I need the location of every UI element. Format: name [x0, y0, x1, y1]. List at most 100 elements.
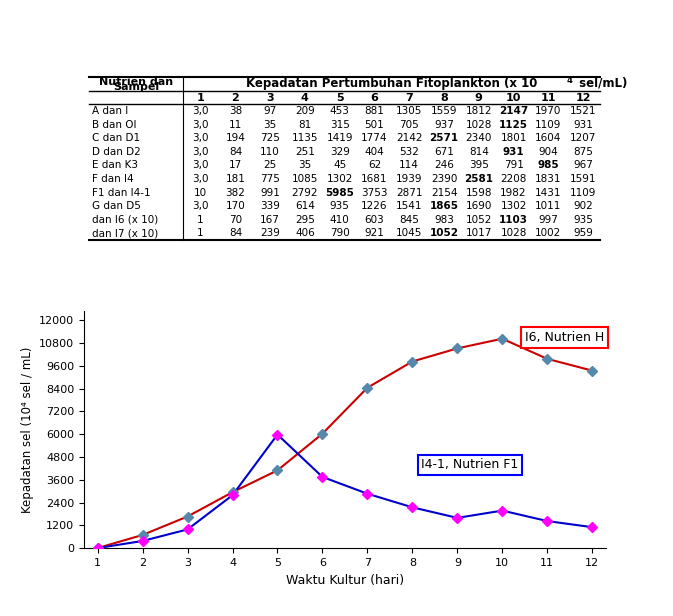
Text: 985: 985	[538, 161, 559, 171]
Text: 1052: 1052	[429, 229, 458, 238]
Text: 845: 845	[399, 215, 419, 225]
Text: 2871: 2871	[396, 188, 423, 198]
Text: 62: 62	[368, 161, 381, 171]
Text: 329: 329	[330, 147, 350, 157]
Text: 902: 902	[573, 201, 593, 211]
Text: 935: 935	[573, 215, 593, 225]
Text: 11: 11	[540, 92, 556, 103]
Text: 937: 937	[434, 120, 454, 130]
Text: 1052: 1052	[466, 215, 492, 225]
Text: 1028: 1028	[500, 229, 527, 238]
Text: 1135: 1135	[291, 133, 318, 144]
Text: 775: 775	[260, 174, 280, 184]
Text: 1302: 1302	[326, 174, 353, 184]
Text: 1681: 1681	[361, 174, 388, 184]
Text: 705: 705	[399, 120, 419, 130]
Text: 2792: 2792	[291, 188, 318, 198]
Text: 1045: 1045	[396, 229, 423, 238]
Text: 3,0: 3,0	[192, 133, 209, 144]
Text: 4: 4	[566, 76, 572, 85]
Text: 1774: 1774	[361, 133, 388, 144]
Text: 1812: 1812	[466, 106, 492, 116]
Text: 904: 904	[538, 147, 558, 157]
Text: 3,0: 3,0	[192, 174, 209, 184]
Text: 315: 315	[330, 120, 350, 130]
X-axis label: Waktu Kultur (hari): Waktu Kultur (hari)	[286, 573, 404, 586]
Text: 209: 209	[295, 106, 315, 116]
Text: 9: 9	[475, 92, 483, 103]
Text: 1103: 1103	[499, 215, 528, 225]
Text: 1011: 1011	[535, 201, 561, 211]
Text: 3,0: 3,0	[192, 201, 209, 211]
Text: 167: 167	[260, 215, 280, 225]
Text: 12: 12	[575, 92, 591, 103]
Text: 5: 5	[336, 92, 343, 103]
Text: 295: 295	[295, 215, 315, 225]
Text: D dan D2: D dan D2	[92, 147, 141, 157]
Text: F1 dan I4-1: F1 dan I4-1	[92, 188, 151, 198]
Text: 1521: 1521	[570, 106, 596, 116]
Text: 1207: 1207	[570, 133, 596, 144]
Text: A dan I: A dan I	[92, 106, 128, 116]
Text: 1559: 1559	[431, 106, 457, 116]
Text: 959: 959	[573, 229, 593, 238]
Text: 2390: 2390	[431, 174, 457, 184]
Text: 1431: 1431	[535, 188, 561, 198]
Text: 2571: 2571	[429, 133, 458, 144]
Text: 1109: 1109	[535, 120, 561, 130]
Text: 2208: 2208	[500, 174, 527, 184]
Text: 501: 501	[365, 120, 384, 130]
Text: 8: 8	[440, 92, 448, 103]
Text: 1690: 1690	[466, 201, 492, 211]
Text: 1302: 1302	[500, 201, 527, 211]
Text: 2340: 2340	[466, 133, 492, 144]
Text: 84: 84	[229, 229, 242, 238]
Text: 1541: 1541	[396, 201, 423, 211]
Text: 921: 921	[365, 229, 384, 238]
Text: 1591: 1591	[570, 174, 596, 184]
Text: 2142: 2142	[396, 133, 423, 144]
Text: 17: 17	[229, 161, 242, 171]
Text: 814: 814	[469, 147, 489, 157]
Text: 35: 35	[298, 161, 312, 171]
Text: 2147: 2147	[499, 106, 528, 116]
Text: 11: 11	[229, 120, 242, 130]
Text: 2154: 2154	[431, 188, 457, 198]
Text: 453: 453	[330, 106, 350, 116]
Text: I6, Nutrien H: I6, Nutrien H	[525, 331, 604, 344]
Text: 1: 1	[197, 92, 205, 103]
Text: F dan I4: F dan I4	[92, 174, 133, 184]
Text: 10: 10	[506, 92, 522, 103]
Text: dan I7 (x 10): dan I7 (x 10)	[92, 229, 158, 238]
Text: 997: 997	[538, 215, 559, 225]
Text: 991: 991	[260, 188, 280, 198]
Text: 935: 935	[330, 201, 350, 211]
Text: sel/mL): sel/mL)	[575, 77, 627, 90]
Text: 1017: 1017	[466, 229, 492, 238]
Text: 931: 931	[503, 147, 524, 157]
Y-axis label: Kepadatan sel (10⁴ sel / mL): Kepadatan sel (10⁴ sel / mL)	[21, 346, 34, 513]
Text: 614: 614	[295, 201, 315, 211]
Text: 931: 931	[573, 120, 593, 130]
Text: 2581: 2581	[464, 174, 493, 184]
Text: 790: 790	[330, 229, 349, 238]
Text: Nutrien dan: Nutrien dan	[99, 77, 174, 87]
Text: 1970: 1970	[535, 106, 561, 116]
Text: Sampel: Sampel	[113, 83, 160, 92]
Text: 1085: 1085	[291, 174, 318, 184]
Text: 2: 2	[232, 92, 240, 103]
Text: Kepadatan Pertumbuhan Fitoplankton (x 10: Kepadatan Pertumbuhan Fitoplankton (x 10	[246, 77, 538, 90]
Text: 35: 35	[264, 120, 277, 130]
Text: 339: 339	[260, 201, 280, 211]
Text: 725: 725	[260, 133, 280, 144]
Text: 3,0: 3,0	[192, 106, 209, 116]
Text: 10: 10	[194, 188, 207, 198]
Text: 246: 246	[434, 161, 454, 171]
Text: 38: 38	[229, 106, 242, 116]
Text: 114: 114	[399, 161, 419, 171]
Text: 404: 404	[365, 147, 384, 157]
Text: 194: 194	[225, 133, 246, 144]
Text: 395: 395	[469, 161, 489, 171]
Text: B dan OI: B dan OI	[92, 120, 137, 130]
Text: 1109: 1109	[570, 188, 596, 198]
